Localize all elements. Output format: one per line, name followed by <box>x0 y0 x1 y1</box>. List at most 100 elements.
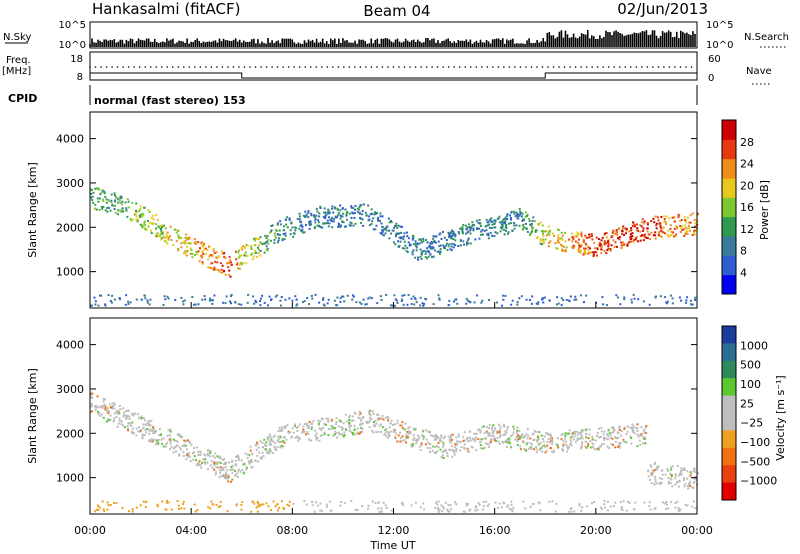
near-range-cell <box>447 304 450 307</box>
data-cell <box>615 229 618 232</box>
data-cell <box>399 431 402 434</box>
data-cell <box>601 443 604 446</box>
data-cell <box>502 441 505 444</box>
data-cell <box>208 266 211 269</box>
data-cell <box>444 247 447 250</box>
data-cell <box>682 228 685 231</box>
data-cell <box>310 427 313 430</box>
data-cell <box>412 243 415 246</box>
data-cell <box>680 225 683 228</box>
data-cell <box>685 230 688 233</box>
data-cell <box>338 419 341 422</box>
nave-dot <box>552 66 555 68</box>
data-cell <box>590 233 593 236</box>
near-range-cell <box>97 509 100 512</box>
data-cell <box>368 412 371 415</box>
data-cell <box>394 224 397 227</box>
near-range-cell <box>333 299 336 302</box>
data-cell <box>487 432 490 435</box>
data-cell <box>632 425 635 428</box>
data-cell <box>669 472 672 475</box>
data-cell <box>513 212 516 215</box>
data-cell <box>143 221 146 224</box>
data-cell <box>148 432 151 435</box>
data-cell <box>647 469 650 472</box>
data-cell <box>276 439 279 442</box>
data-cell <box>611 235 614 238</box>
data-cell <box>376 417 379 420</box>
data-cell <box>106 210 109 213</box>
colorbar-tick-label: 1000 <box>740 339 768 352</box>
data-cell <box>506 232 509 235</box>
data-cell <box>151 440 154 443</box>
data-cell <box>186 249 189 252</box>
data-cell <box>677 213 680 216</box>
data-cell <box>631 232 634 235</box>
data-cell <box>131 201 134 204</box>
data-cell <box>441 454 444 457</box>
nave-dot <box>249 66 251 68</box>
data-cell <box>101 405 104 408</box>
data-cell <box>557 234 560 237</box>
near-range-cell <box>677 507 680 510</box>
data-cell <box>327 417 330 420</box>
data-cell <box>326 219 329 222</box>
data-cell <box>435 438 438 441</box>
data-cell <box>136 413 139 416</box>
data-cell <box>368 224 371 227</box>
data-cell <box>451 229 454 232</box>
data-cell <box>466 231 469 234</box>
data-cell <box>584 252 587 255</box>
near-range-cell <box>560 304 563 307</box>
data-cell <box>481 438 484 441</box>
near-range-cell <box>274 505 277 508</box>
near-range-cell <box>664 296 667 299</box>
near-range-cell <box>468 509 471 512</box>
data-cell <box>693 225 696 228</box>
data-cell <box>494 437 497 440</box>
data-cell <box>582 239 585 242</box>
data-cell <box>239 470 242 473</box>
data-cell <box>534 229 537 232</box>
data-cell <box>562 443 565 446</box>
nave-dot <box>315 66 318 68</box>
data-cell <box>181 445 184 448</box>
data-cell <box>308 425 311 428</box>
near-range-cell <box>274 295 277 298</box>
data-cell <box>152 426 155 429</box>
nsearch-tick-bottom: 10^0 <box>706 40 733 51</box>
data-cell <box>442 437 445 440</box>
data-cell <box>193 242 196 245</box>
data-cell <box>611 431 614 434</box>
data-cell <box>655 468 658 471</box>
velocity-ylabel: Slant Range [km] <box>26 368 39 464</box>
data-cell <box>432 255 435 258</box>
data-cell <box>165 443 168 446</box>
near-range-cell <box>256 505 259 508</box>
data-cell <box>379 212 382 215</box>
data-cell <box>406 430 409 433</box>
data-cell <box>555 247 558 250</box>
data-cell <box>636 229 639 232</box>
data-cell <box>145 431 148 434</box>
data-cell <box>192 458 195 461</box>
data-cell <box>439 440 442 443</box>
data-cell <box>609 436 612 439</box>
data-cell <box>250 244 253 247</box>
data-cell <box>639 235 642 238</box>
data-cell <box>117 411 120 414</box>
nave-dot <box>122 66 124 68</box>
data-cell <box>693 231 696 234</box>
data-cell <box>299 224 302 227</box>
data-cell <box>549 447 552 450</box>
x-tick-label: 04:00 <box>175 524 207 537</box>
data-cell <box>223 252 226 255</box>
data-cell <box>664 223 667 226</box>
data-cell <box>334 215 337 218</box>
data-cell <box>264 448 267 451</box>
near-range-cell <box>204 298 207 301</box>
data-cell <box>294 425 297 428</box>
data-cell <box>210 262 213 265</box>
near-range-cell <box>676 500 679 503</box>
